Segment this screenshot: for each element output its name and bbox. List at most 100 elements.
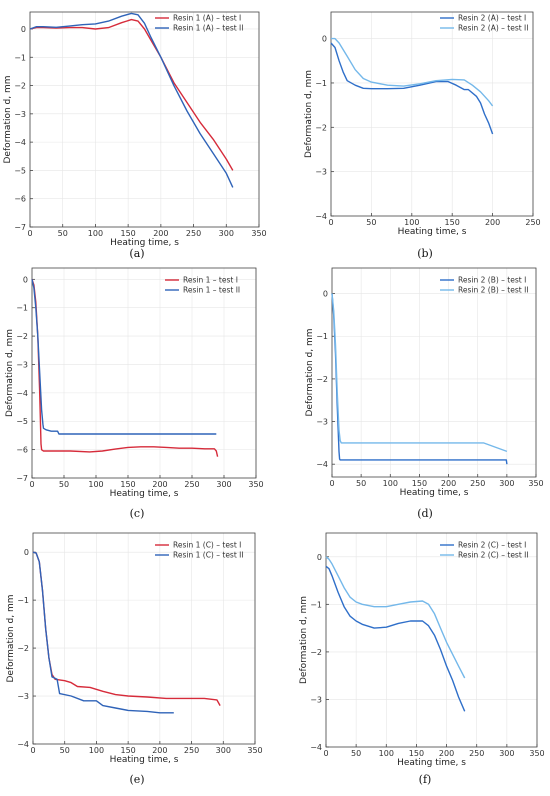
panel-a-series-line-1 xyxy=(29,18,234,171)
panel-c-x-tick-label: 100 xyxy=(88,480,103,489)
panel-c-x-tick-label: 150 xyxy=(120,480,135,489)
panel-e-series-line-2 xyxy=(32,551,174,714)
panel-a-y-tick-label: −3 xyxy=(14,110,26,119)
panel-b-x-tick-label: 250 xyxy=(525,218,540,227)
panel-a-y-tick-label: −6 xyxy=(14,195,26,204)
panel-f-legend-label-1: Resin 2 (C) – test I xyxy=(458,541,526,550)
panel-a-y-axis-label: Deformation d, mm xyxy=(3,75,13,163)
panel-e-legend-label-2: Resin 1 (C) – test II xyxy=(173,551,244,560)
panel-a-x-tick-label: 200 xyxy=(153,229,168,238)
panel-d-x-tick-label: 250 xyxy=(470,479,485,488)
panel-c-legend-label-2: Resin 1 – test II xyxy=(183,286,240,295)
panel-e-y-tick-label: −2 xyxy=(17,644,29,653)
panel-c-x-tick-label: 0 xyxy=(29,480,34,489)
panel-f-caption: (f) xyxy=(419,773,432,786)
panel-a-x-tick-label: 350 xyxy=(251,229,266,238)
panel-c-y-tick-label: 0 xyxy=(23,275,28,284)
panel-e-x-tick-label: 300 xyxy=(216,746,231,755)
panel-a-y-tick-label: −5 xyxy=(14,166,26,175)
panel-b-x-tick-label: 150 xyxy=(445,218,460,227)
panel-c-plot-frame xyxy=(31,267,257,479)
panel-a-plot-frame xyxy=(29,11,260,228)
panel-d-caption: (d) xyxy=(417,507,433,520)
panel-d-legend-label-1: Resin 2 (B) – test I xyxy=(458,276,526,285)
panel-d-plot-frame xyxy=(331,267,537,478)
panel-a-legend-label-2: Resin 1 (A) – test II xyxy=(173,24,244,33)
panel-b-caption: (b) xyxy=(417,247,433,260)
panel-c-y-tick-label: −5 xyxy=(16,417,28,426)
panel-e-y-tick-label: −3 xyxy=(17,692,29,701)
panel-c-x-axis-label: Heating time, s xyxy=(110,489,179,499)
panel-d-x-tick-label: 50 xyxy=(356,479,366,488)
panel-b-y-axis-label: Deformation d, mm xyxy=(304,70,314,158)
panel-f-x-tick-label: 50 xyxy=(351,749,361,758)
panel-a-legend-label-1: Resin 1 (A) – test I xyxy=(173,14,241,23)
panel-e-y-tick-label: 0 xyxy=(24,548,29,557)
panel-f-y-tick-label: −4 xyxy=(310,743,322,752)
panel-d-x-tick-label: 150 xyxy=(412,479,427,488)
panel-f-legend-label-2: Resin 2 (C) – test II xyxy=(458,551,529,560)
panel-b-legend-label-2: Resin 2 (A) – test II xyxy=(458,24,529,33)
panel-d-x-tick-label: 200 xyxy=(441,479,456,488)
panel-f-y-tick-label: 0 xyxy=(317,553,322,562)
panel-c-x-tick-label: 200 xyxy=(152,480,167,489)
panel-e-x-tick-label: 250 xyxy=(184,746,199,755)
panel-e-x-tick-label: 50 xyxy=(60,746,70,755)
panel-e-y-tick-label: −4 xyxy=(17,740,29,749)
panel-e-x-tick-label: 0 xyxy=(30,746,35,755)
panel-b-plot-frame xyxy=(330,11,534,217)
panel-b-y-tick-label: −2 xyxy=(315,123,327,132)
panel-a-y-tick-label: −7 xyxy=(14,223,26,232)
panel-f-x-tick-label: 150 xyxy=(409,749,424,758)
panel-c-legend-label-1: Resin 1 – test I xyxy=(183,276,238,285)
panel-e-y-tick-label: −1 xyxy=(17,596,29,605)
panel-a-y-tick-label: −1 xyxy=(14,53,26,62)
panel-d-legend-label-2: Resin 2 (B) – test II xyxy=(458,286,529,295)
panel-d-x-axis-label: Heating time, s xyxy=(400,488,469,498)
panel-e-x-tick-label: 150 xyxy=(121,746,136,755)
panel-f-y-tick-label: −1 xyxy=(310,600,322,609)
panel-a-x-tick-label: 100 xyxy=(88,229,103,238)
panel-d-y-tick-label: −4 xyxy=(316,460,328,469)
panel-f-x-tick-label: 100 xyxy=(379,749,394,758)
panel-b-y-tick-label: −4 xyxy=(315,212,327,221)
panel-c-y-tick-label: −7 xyxy=(16,474,28,483)
panel-a-x-tick-label: 0 xyxy=(27,229,32,238)
panel-a-caption: (a) xyxy=(129,247,144,260)
panel-a-x-tick-label: 300 xyxy=(219,229,234,238)
panel-a-x-tick-label: 50 xyxy=(58,229,68,238)
panel-f-y-tick-label: −3 xyxy=(310,695,322,704)
panel-c-x-tick-label: 50 xyxy=(59,480,69,489)
panel-f-x-tick-label: 350 xyxy=(529,749,544,758)
panel-f-series-line-1 xyxy=(325,565,466,712)
panel-d-y-tick-label: −1 xyxy=(316,332,328,341)
panel-c-series-line-2 xyxy=(31,279,217,435)
panel-c-x-tick-label: 350 xyxy=(248,480,263,489)
panel-a-x-tick-label: 250 xyxy=(186,229,201,238)
panel-f-x-axis-label: Heating time, s xyxy=(397,758,466,768)
panel-c-y-tick-label: −6 xyxy=(16,446,28,455)
panel-a-x-tick-label: 150 xyxy=(121,229,136,238)
panel-b-legend-label-1: Resin 2 (A) – test I xyxy=(458,14,526,23)
panel-f-plot-frame xyxy=(325,532,538,748)
panel-e-caption: (e) xyxy=(129,773,144,786)
panel-d-x-tick-label: 100 xyxy=(383,479,398,488)
panel-e-x-tick-label: 200 xyxy=(152,746,167,755)
panel-d-y-tick-label: 0 xyxy=(323,290,328,299)
panel-b-x-tick-label: 0 xyxy=(328,218,333,227)
panel-d-x-tick-label: 0 xyxy=(329,479,334,488)
panel-b-series-line-2 xyxy=(331,37,494,107)
panel-e-y-axis-label: Deformation d, mm xyxy=(6,594,16,682)
panel-a-series-line-2 xyxy=(29,12,234,188)
panel-d-series-line-2 xyxy=(331,293,508,453)
panel-c-y-axis-label: Deformation d, mm xyxy=(5,329,15,417)
panel-d-y-axis-label: Deformation d, mm xyxy=(305,328,315,416)
panel-f-x-tick-label: 300 xyxy=(499,749,514,758)
panel-c-x-tick-label: 300 xyxy=(216,480,231,489)
panel-e-plot-frame xyxy=(32,532,256,745)
panel-c-y-tick-label: −1 xyxy=(16,304,28,313)
panel-e-series-line-1 xyxy=(32,551,221,706)
panel-d-x-tick-label: 300 xyxy=(499,479,514,488)
panel-e-x-tick-label: 350 xyxy=(247,746,262,755)
